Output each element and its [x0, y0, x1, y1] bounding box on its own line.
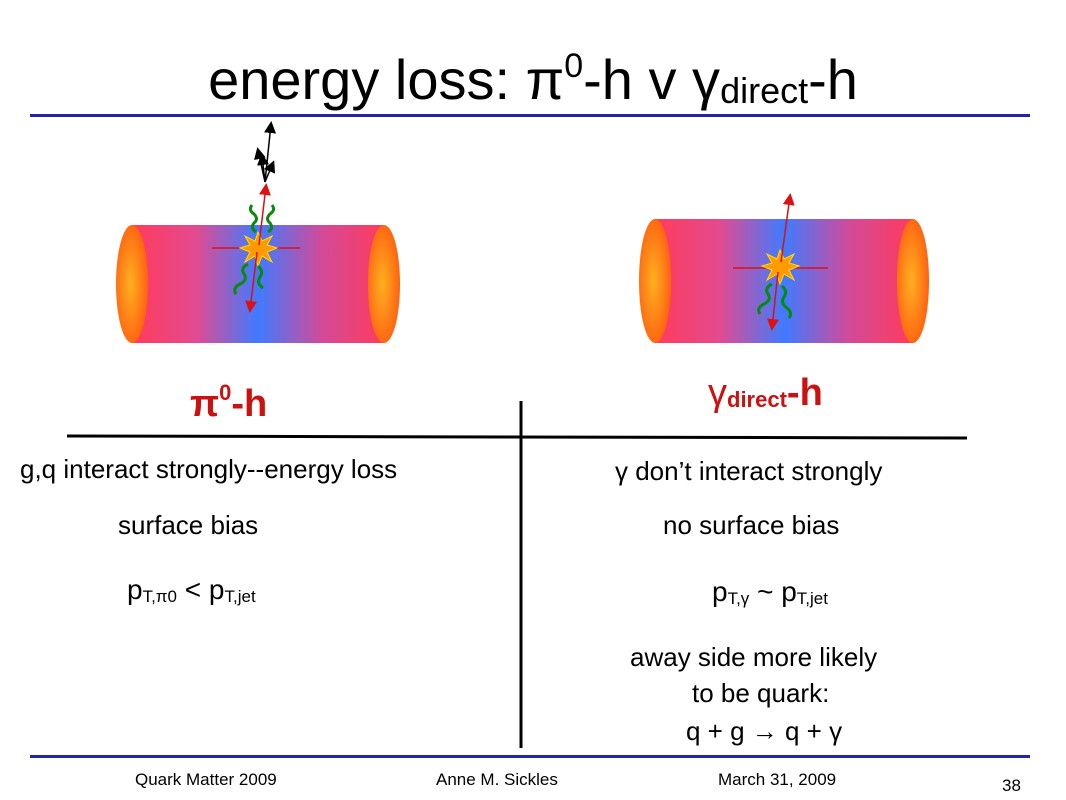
- right-cylinder-cap-right: [897, 219, 929, 343]
- right-note-line-3: q + g → q + γ: [686, 716, 843, 746]
- left-cylinder-cap-right: [368, 225, 400, 343]
- left-hadron-arrow-3: [257, 153, 269, 183]
- right-collision-burst-icon: [760, 248, 801, 286]
- slide-number: 38: [1002, 776, 1021, 795]
- right-line-no-surface-bias: no surface bias: [663, 510, 840, 540]
- footer-author: Anne M. Sickles: [436, 770, 558, 789]
- right-heading: γdirect-h: [708, 372, 823, 414]
- right-away-jet-arrow: [766, 271, 779, 331]
- right-note-line-1: away side more likely: [630, 642, 878, 672]
- left-away-jet-arrow: [245, 251, 258, 313]
- right-gluon-away-2: [780, 284, 793, 319]
- right-gluon-away-1: [757, 282, 773, 315]
- slide-title: energy loss: π0-h v γdirect-h: [208, 47, 858, 111]
- left-gluon-near-1: [248, 204, 258, 234]
- right-line-no-interaction: γ don’t interact strongly: [615, 456, 883, 486]
- title-rule: [30, 114, 1030, 117]
- left-line-energy-loss: g,q interact strongly--energy loss: [20, 454, 398, 484]
- table-horizontal-divider: [66, 434, 968, 440]
- right-note-line-2: to be quark:: [692, 678, 830, 708]
- left-hadron-arrow-4: [263, 160, 276, 183]
- left-gluon-near-2: [266, 204, 276, 234]
- footer-rule: [30, 755, 1030, 758]
- left-collision-burst-icon: [238, 230, 279, 268]
- left-gluon-away-1: [233, 262, 249, 295]
- left-pt-relation: pT,π0 < pT,jet: [127, 574, 256, 606]
- right-pt-relation: pT,γ ~ pT,jet: [712, 576, 828, 608]
- left-near-jet-arrow: [258, 183, 271, 246]
- left-line-surface-bias: surface bias: [118, 510, 259, 540]
- right-photon-arrow: [780, 193, 795, 263]
- left-cylinder-cap-left: [116, 225, 148, 343]
- left-heading: π0-h: [190, 380, 268, 425]
- left-gluon-away-2: [256, 264, 264, 290]
- footer-date: March 31, 2009: [718, 770, 837, 789]
- footer-conference: Quark Matter 2009: [135, 770, 277, 789]
- right-cylinder-cap-left: [639, 219, 671, 343]
